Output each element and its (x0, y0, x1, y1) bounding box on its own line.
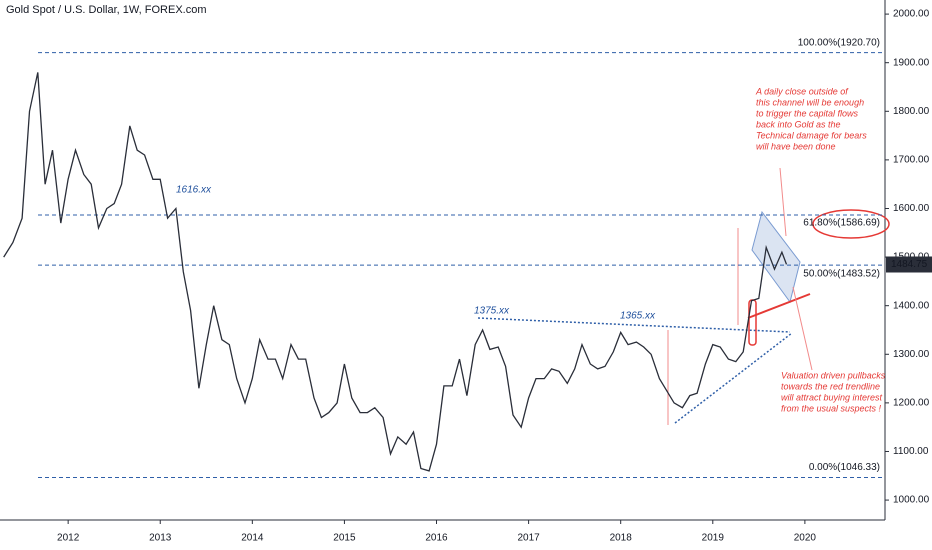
note-line: from the usual suspects ! (781, 403, 882, 413)
fib-label: 100.00%(1920.70) (798, 37, 880, 48)
y-tick-label: 1700.00 (893, 155, 930, 166)
highlight-ellipse (812, 209, 890, 239)
x-tick-label: 2014 (241, 533, 264, 544)
y-tick-label: 1000.00 (893, 495, 930, 506)
note-line: Technical damage for bears (756, 130, 867, 140)
arrow (792, 286, 813, 371)
x-tick-label: 2015 (333, 533, 356, 544)
x-tick-label: 2012 (57, 533, 80, 544)
note-line: back into Gold as the (756, 119, 841, 129)
fib-label: 50.00%(1483.52) (803, 269, 880, 280)
price-line (3, 72, 788, 472)
y-tick-label: 1600.00 (893, 203, 930, 214)
y-tick-label: 1400.00 (893, 300, 930, 311)
red-trendline (747, 293, 811, 319)
arrow (779, 167, 787, 237)
last-price-label: 1484.75 (891, 259, 928, 270)
y-tick-label: 1100.00 (893, 446, 929, 457)
y-tick-label: 1200.00 (893, 398, 930, 409)
annotation: 1616.xx (176, 185, 212, 196)
note-line: this channel will be enough (756, 97, 864, 107)
note-line: towards the red trendline (781, 381, 880, 391)
last-price-box (886, 256, 932, 273)
y-tick-label: 1900.00 (893, 57, 930, 68)
trendline (477, 317, 791, 333)
annotation: 1365.xx (620, 311, 656, 322)
note-line: Valuation driven pullbacks (781, 370, 886, 380)
y-tick-label: 2000.00 (893, 9, 930, 20)
x-tick-label: 2020 (794, 533, 817, 544)
x-tick-label: 2018 (610, 533, 633, 544)
note-line: A daily close outside of (755, 86, 849, 96)
chart-title: Gold Spot / U.S. Dollar, 1W, FOREX.com (6, 4, 207, 16)
fib-label: 0.00%(1046.33) (809, 462, 880, 473)
fib-label: 61.80%(1586.69) (803, 218, 880, 229)
x-tick-label: 2016 (425, 533, 448, 544)
x-tick-label: 2017 (517, 533, 540, 544)
y-tick-label: 1800.00 (893, 106, 930, 117)
y-tick-label: 1300.00 (893, 349, 930, 360)
x-tick-label: 2019 (702, 533, 725, 544)
trendline (674, 332, 793, 424)
annotation: 1375.xx (474, 306, 510, 317)
note-line: will attract buying interest (781, 392, 883, 402)
x-tick-label: 2013 (149, 533, 172, 544)
note-line: to trigger the capital flows (756, 108, 859, 118)
note-line: will have been done (756, 141, 836, 151)
